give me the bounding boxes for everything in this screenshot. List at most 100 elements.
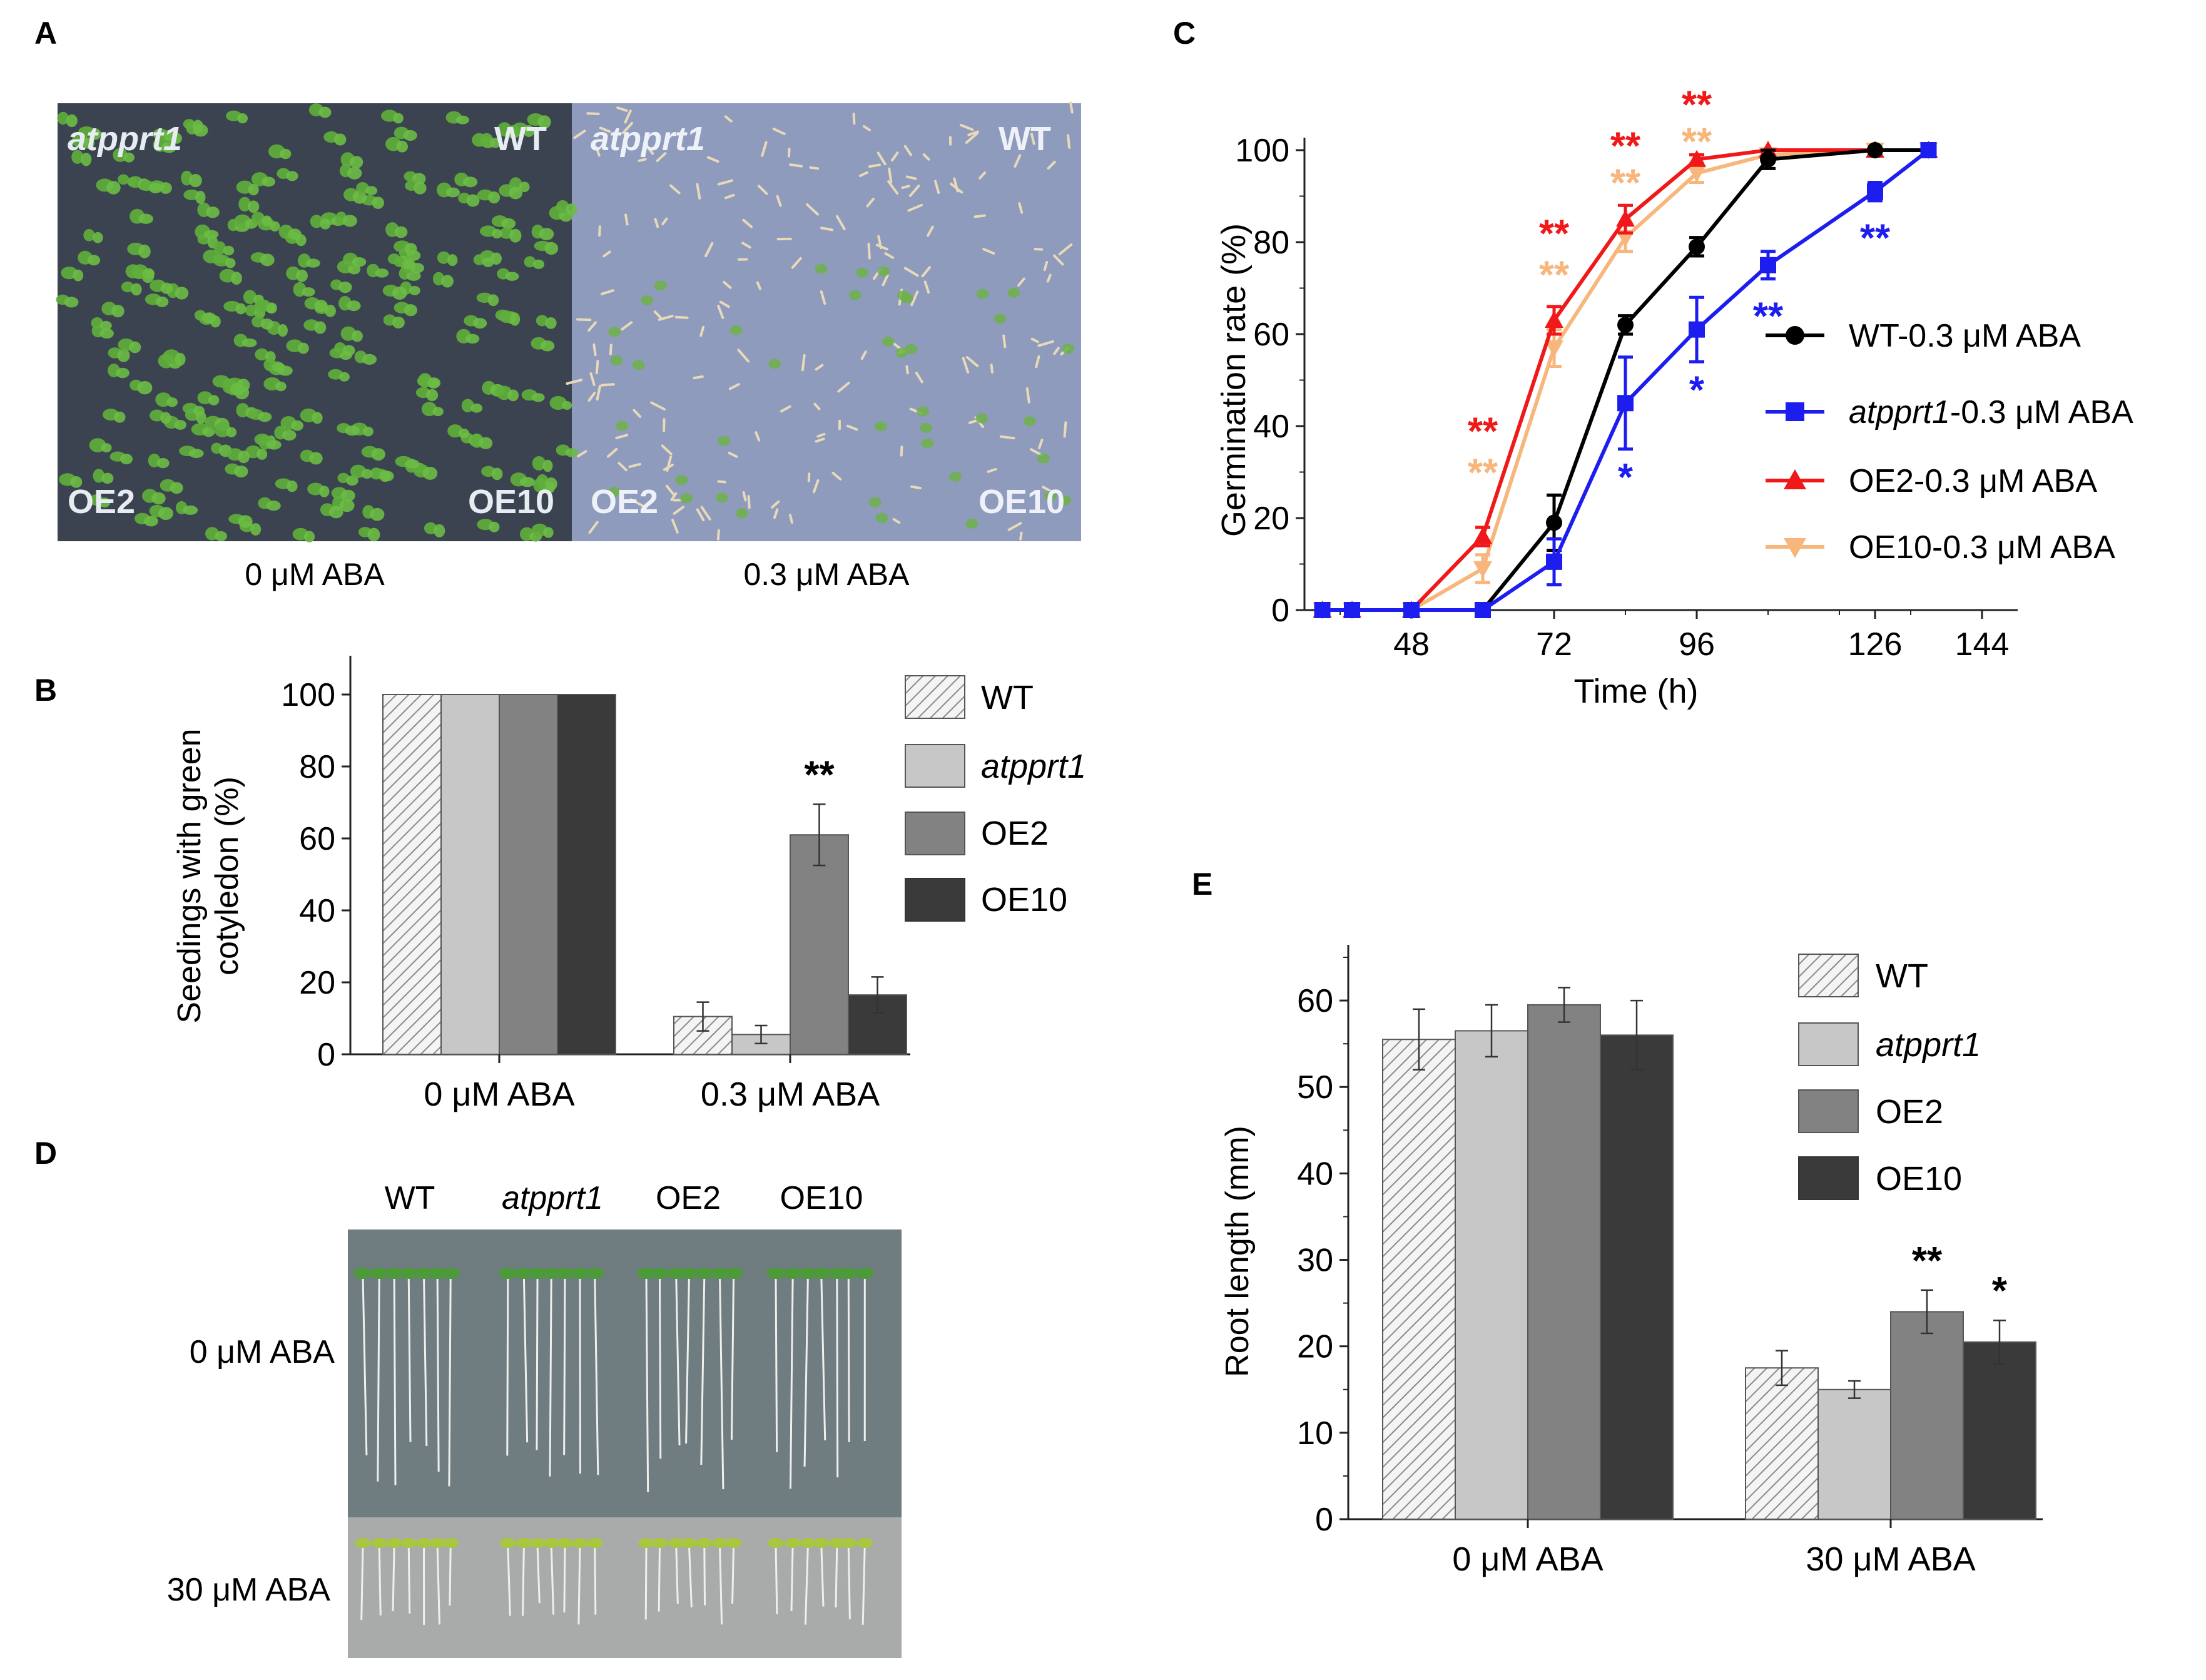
seedling: [64, 297, 79, 307]
seedling: [158, 507, 173, 520]
panel-label-a: A: [34, 16, 57, 51]
data-point: [1473, 561, 1492, 578]
seedling: [170, 482, 183, 494]
legend-b-label-wt: WT: [981, 679, 1034, 716]
seedling: [533, 260, 544, 269]
seedling: [427, 377, 440, 388]
photo-d-root-plates: WT atpprt1 OE2 OE10 0 μM ABA 30 μM ABA: [167, 1180, 902, 1658]
seedling: [368, 528, 380, 542]
seedling: [539, 228, 554, 240]
seedling: [101, 443, 112, 452]
root: [704, 1545, 705, 1606]
seedling: [616, 421, 628, 431]
seedling: [676, 317, 688, 318]
seedling: [189, 174, 202, 187]
seedling: [1007, 288, 1020, 298]
seedling: [370, 508, 384, 521]
legend-e-swatch-atpprt1: [1799, 1023, 1858, 1066]
seedling: [204, 230, 218, 239]
seedling: [319, 107, 332, 118]
seedling: [507, 390, 519, 402]
seedling: [509, 229, 521, 243]
seedling: [120, 454, 133, 464]
seedling: [854, 114, 855, 123]
seedling: [482, 257, 494, 267]
seedling: [183, 506, 198, 515]
seedling: [718, 531, 719, 539]
seedling: [587, 113, 598, 114]
seedling: [492, 229, 502, 238]
seedling: [905, 344, 917, 354]
data-point: [1867, 142, 1883, 158]
legend-e-swatch-oe10: [1799, 1157, 1858, 1199]
seedling: [432, 407, 444, 416]
seedling: [876, 513, 888, 523]
seedling: [223, 246, 234, 255]
x-tick-label: 144: [1955, 626, 2010, 663]
seedling: [175, 353, 185, 366]
seedling: [949, 472, 962, 482]
seedling: [975, 414, 988, 424]
seedling: [409, 286, 420, 295]
photo-a-label-atpprt1-left: atpprt1: [68, 120, 182, 158]
x-tick-label: 72: [1536, 626, 1572, 663]
significance-label: *: [1689, 369, 1705, 412]
leaf: [766, 1268, 785, 1279]
bar: [1891, 1311, 1963, 1519]
seedling: [288, 228, 301, 240]
leaf: [386, 1538, 402, 1548]
legend-c-marker-wt: [1786, 326, 1804, 345]
seedling: [230, 383, 245, 395]
seedling: [1035, 249, 1042, 250]
leaf: [529, 1538, 546, 1548]
photo-d-row-0-aba: 0 μM ABA: [190, 1334, 335, 1370]
seedling: [238, 515, 253, 527]
data-point: [1867, 183, 1883, 200]
panel-label-c: C: [1173, 16, 1196, 51]
seedling: [405, 459, 419, 468]
leaf: [586, 1268, 604, 1279]
seedling: [922, 439, 934, 449]
leaf: [839, 1268, 858, 1279]
seedling: [545, 317, 556, 329]
leaf: [813, 1538, 830, 1548]
data-point: [1473, 527, 1492, 544]
seedling: [562, 401, 572, 410]
seedling: [870, 165, 880, 167]
leaf: [587, 1538, 603, 1548]
seedling: [1024, 416, 1036, 426]
bar: [1963, 1342, 2036, 1519]
x-tick-label: 48: [1393, 626, 1430, 663]
seedling: [392, 287, 407, 300]
seedling: [869, 497, 882, 507]
seedling: [131, 283, 141, 296]
seedling: [312, 412, 323, 424]
panel-label-e: E: [1192, 867, 1212, 902]
x-tick-label: 0.3 μM ABA: [701, 1076, 880, 1113]
seedling: [267, 302, 277, 313]
seedling: [434, 524, 445, 537]
seedling: [694, 377, 703, 378]
seedling: [258, 412, 272, 422]
legend-e-label-wt: WT: [1876, 957, 1928, 995]
seedling: [280, 149, 291, 160]
y-tick-label: 0: [317, 1037, 335, 1073]
seedling: [143, 268, 155, 280]
data-point: [1921, 142, 1937, 158]
seedling: [456, 116, 469, 125]
seedling: [129, 342, 141, 354]
seedling: [352, 257, 366, 267]
seedling: [320, 218, 330, 230]
data-point: [1617, 317, 1634, 333]
panel-label-b: B: [34, 673, 57, 708]
legend-b-swatch-atpprt1: [905, 745, 965, 787]
seedling: [602, 384, 614, 385]
legend-e-swatch-wt: [1799, 954, 1858, 997]
leaf: [651, 1268, 669, 1279]
x-tick-label: 0 μM ABA: [1452, 1540, 1603, 1578]
leaf: [441, 1268, 460, 1279]
x-tick-label: 126: [1848, 626, 1903, 663]
photo-a-label-wt-left: WT: [494, 120, 547, 158]
seedling: [675, 475, 688, 485]
